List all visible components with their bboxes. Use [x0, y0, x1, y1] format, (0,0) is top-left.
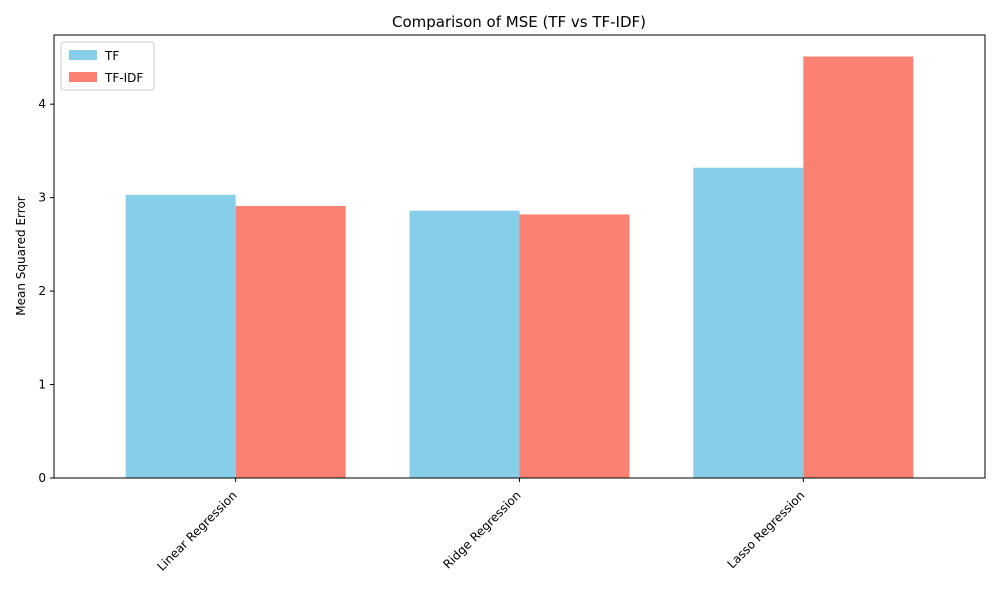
- legend-swatch: [69, 72, 97, 82]
- bar-tf-idf-ridge-regression: [519, 214, 630, 478]
- x-tick-label: Lasso Regression: [724, 488, 807, 571]
- plot-frame: [53, 34, 986, 479]
- x-tick-label: Linear Regression: [154, 488, 239, 573]
- bar-tf-idf-lasso-regression: [803, 56, 914, 478]
- x-tick-label: Ridge Regression: [440, 488, 523, 571]
- bar-tf-ridge-regression: [409, 210, 520, 478]
- legend-label: TF: [104, 49, 119, 63]
- legend: TF TF-IDF: [60, 41, 155, 91]
- y-tick-label: 1: [38, 378, 46, 392]
- y-tick-label: 3: [38, 191, 46, 205]
- legend-swatch: [69, 50, 97, 60]
- chart-title: Comparison of MSE (TF vs TF-IDF): [392, 13, 646, 31]
- plot-area: Linear Regression Ridge Regression Lasso R…: [38, 34, 986, 574]
- bar-tf-idf-linear-regression: [235, 206, 346, 478]
- bar-tf-lasso-regression: [693, 167, 804, 478]
- legend-label: TF-IDF: [104, 71, 143, 85]
- y-tick-label: 2: [38, 284, 46, 298]
- bar-tf-linear-regression: [125, 194, 236, 478]
- y-tick-label: 4: [38, 97, 46, 111]
- y-tick-label: 0: [38, 471, 46, 485]
- y-axis-title: Mean Squared Error: [14, 196, 28, 316]
